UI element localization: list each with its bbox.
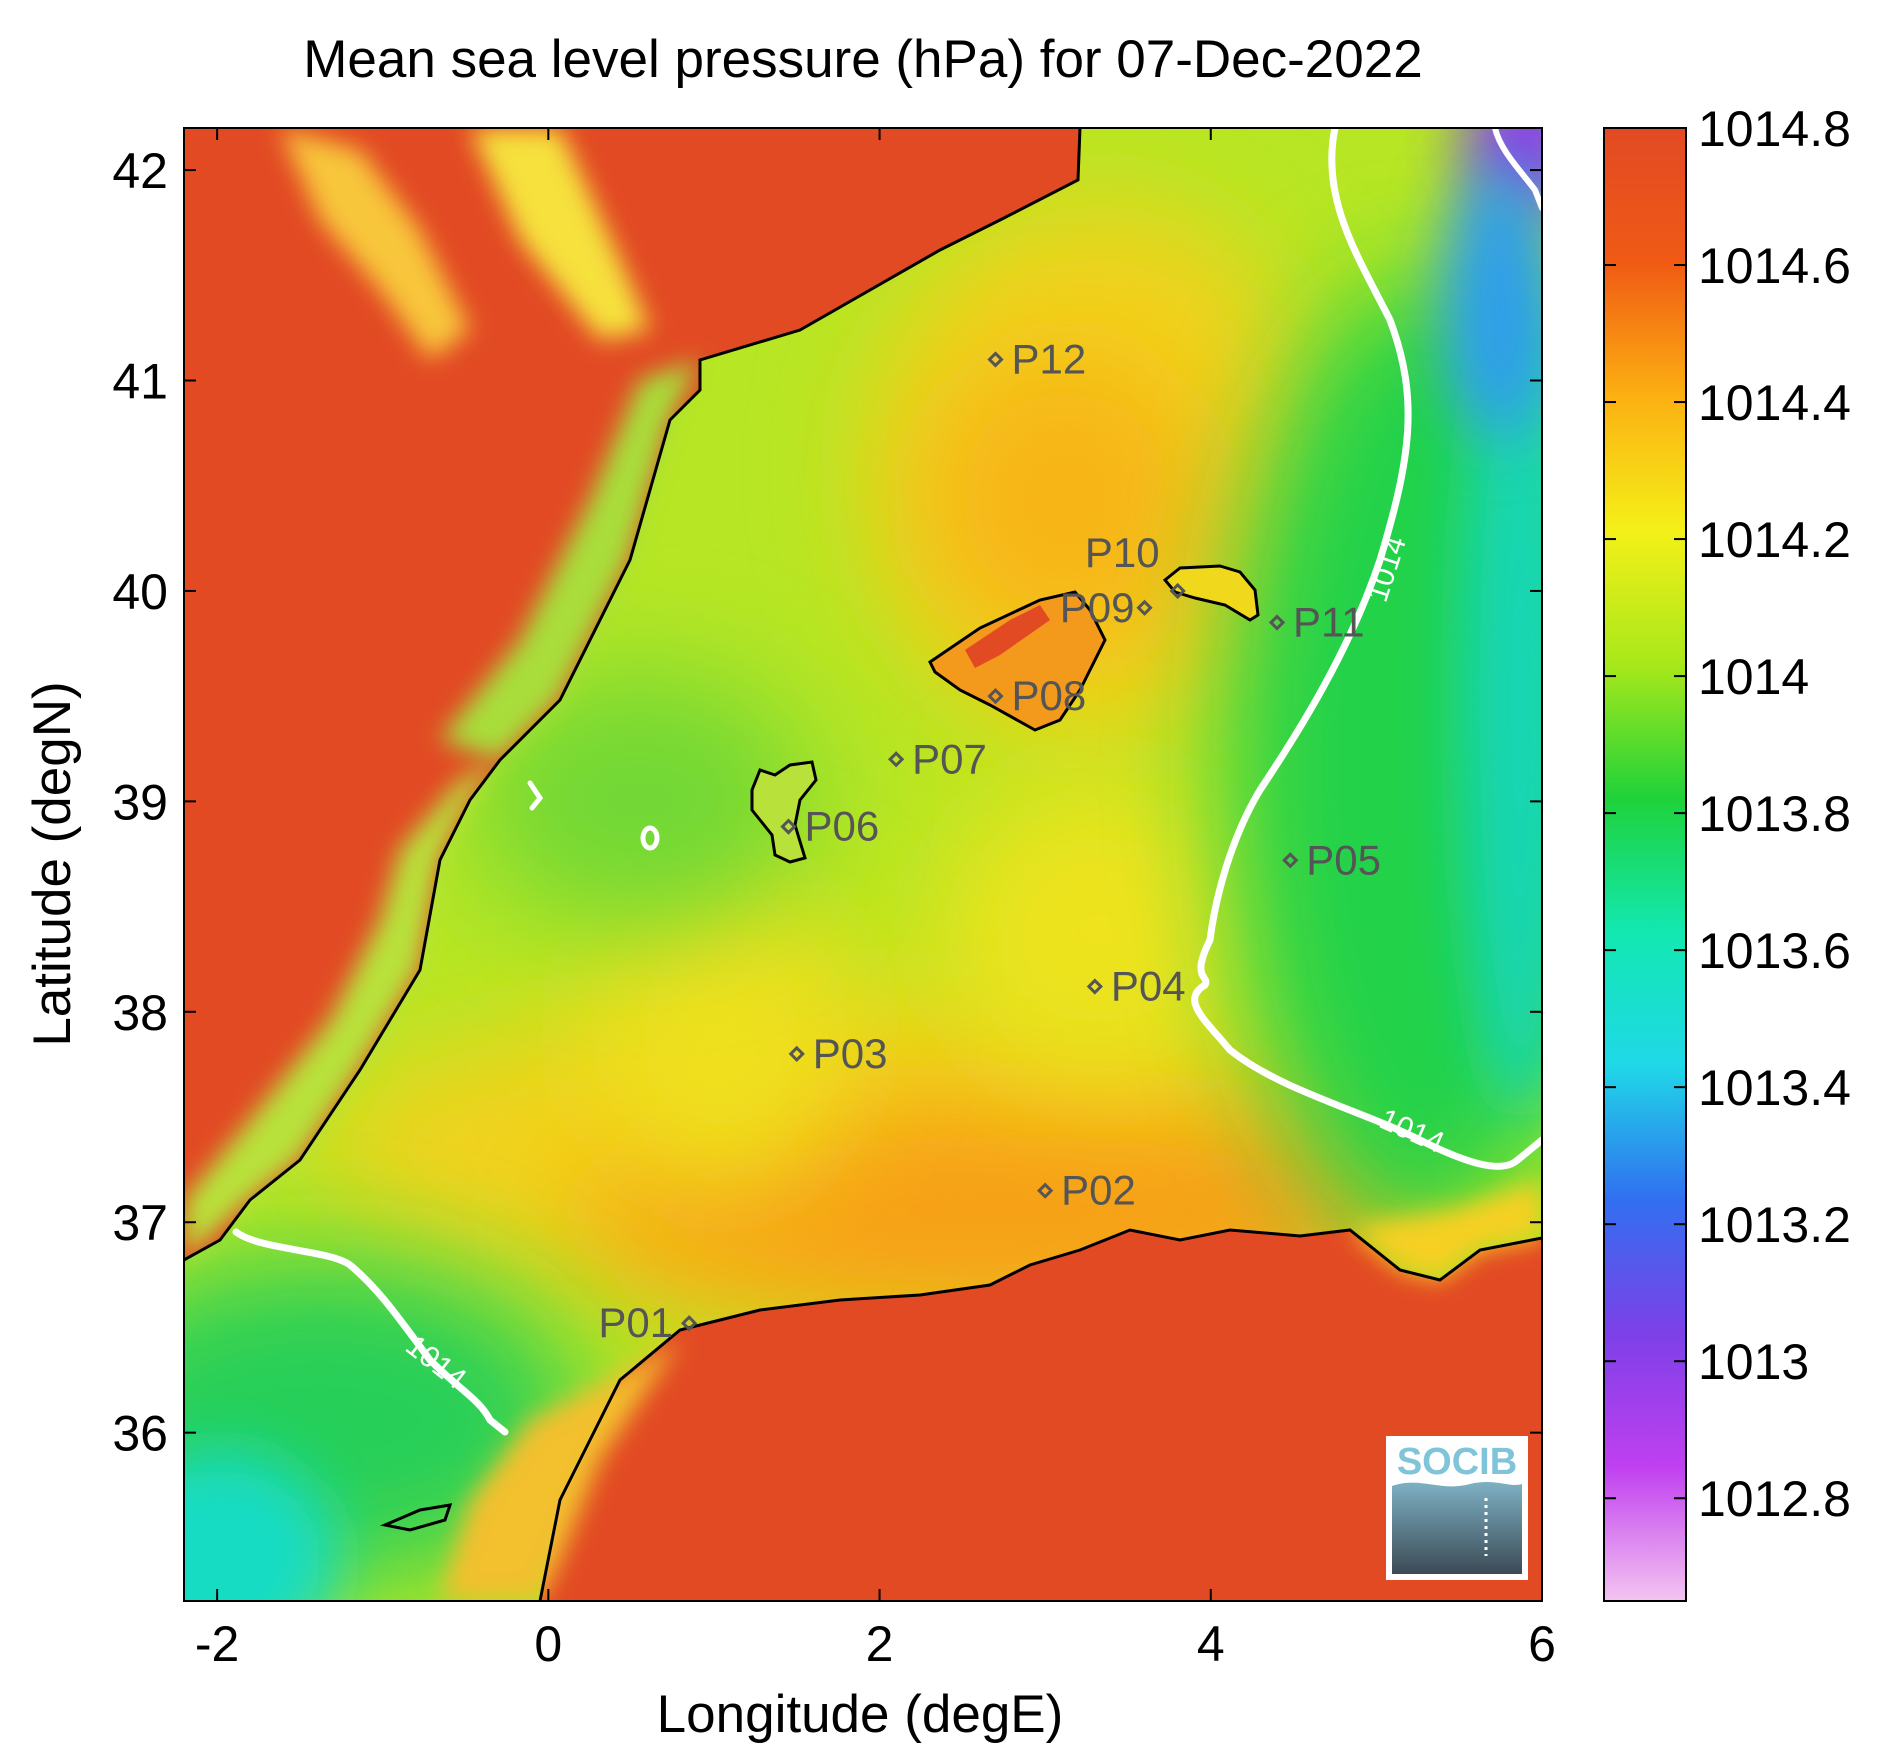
colorbar-tick-label: 1013.8 bbox=[1698, 786, 1851, 842]
x-tick-label: 6 bbox=[1528, 1616, 1556, 1672]
contour-line-east bbox=[1191, 128, 1542, 1170]
colorbar-tick-label: 1014.2 bbox=[1698, 512, 1851, 568]
x-tick-label: 0 bbox=[534, 1616, 562, 1672]
socib-logo-text: SOCIB bbox=[1397, 1441, 1517, 1483]
station-label: P08 bbox=[1011, 672, 1086, 719]
station-marker bbox=[1037, 1182, 1054, 1199]
station-label: P01 bbox=[598, 1299, 673, 1346]
mallorca-island bbox=[928, 590, 1107, 732]
x-tick-label: 2 bbox=[866, 1616, 894, 1672]
colorbar-frame bbox=[1603, 127, 1687, 1602]
station-label: P07 bbox=[912, 735, 987, 782]
x-axis: -2 0 2 4 6 bbox=[195, 128, 1556, 1672]
station-marker bbox=[1136, 599, 1153, 616]
contour-line-southwest bbox=[232, 1228, 509, 1436]
map-frame bbox=[183, 127, 1543, 1602]
contour-1014 bbox=[232, 128, 1542, 1436]
y-tick-label: 41 bbox=[112, 354, 168, 410]
station-label: P05 bbox=[1306, 836, 1381, 883]
x-axis-label: Longitude (degE) bbox=[657, 1685, 1064, 1744]
menorca-island bbox=[1162, 564, 1260, 622]
station-marker bbox=[680, 1315, 698, 1332]
station-marker bbox=[1169, 582, 1186, 600]
stations-layer: P01 P02 P03 P04 P05 P06 P07 P08 P09 P10 P11 P12 bbox=[598, 335, 1381, 1346]
colorbar-tick-label: 1014.6 bbox=[1698, 238, 1851, 294]
ibiza-island bbox=[750, 760, 818, 864]
map-plot-area: 1014 1014 1014 P01P02P03P04P05P06P07P08P… bbox=[184, 128, 1542, 1601]
land-areas bbox=[184, 128, 1542, 1601]
y-tick-label: 36 bbox=[112, 1406, 168, 1462]
x-tick-label: -2 bbox=[195, 1616, 239, 1672]
station-marker bbox=[788, 1045, 805, 1063]
y-tick-label: 38 bbox=[112, 985, 168, 1041]
y-axis: 36 37 38 39 40 41 42 bbox=[112, 143, 1542, 1462]
colorbar-tick-label: 1013.6 bbox=[1698, 923, 1851, 979]
station-label: P02 bbox=[1061, 1167, 1136, 1214]
colorbar-tick-label: 1012.8 bbox=[1698, 1471, 1851, 1527]
colorbar-tick-label: 1013.4 bbox=[1698, 1060, 1851, 1116]
station-marker bbox=[1268, 614, 1286, 631]
station-label: P10 bbox=[1085, 529, 1160, 576]
chart-title: Mean sea level pressure (hPa) for 07-Dec… bbox=[303, 30, 1422, 89]
colorbar-gradient bbox=[1604, 128, 1686, 1601]
africa-land bbox=[540, 1230, 1542, 1601]
balearic-islands bbox=[750, 564, 1260, 864]
station-label: P03 bbox=[813, 1030, 888, 1077]
y-tick-label: 40 bbox=[112, 564, 168, 620]
station-marker bbox=[1086, 978, 1103, 995]
station-label: P12 bbox=[1011, 335, 1086, 382]
station-label: P06 bbox=[804, 803, 879, 850]
colorbar-tick-label: 1013 bbox=[1698, 1334, 1809, 1390]
station-marker bbox=[987, 688, 1004, 705]
colorbar-tick-label: 1014.8 bbox=[1698, 101, 1851, 157]
station-marker bbox=[1282, 852, 1299, 869]
station-label: P11 bbox=[1293, 599, 1365, 646]
colorbar-tick-label: 1013.2 bbox=[1698, 1197, 1851, 1253]
colorbar-ticks: 1012.8 1013 1013.2 1013.4 1013.6 1013.8 1014 10… bbox=[1604, 101, 1851, 1527]
colorbar-tick-label: 1014.4 bbox=[1698, 375, 1851, 431]
colorbar-tick-label: 1014 bbox=[1698, 649, 1809, 705]
x-tick-label: 4 bbox=[1197, 1616, 1225, 1672]
colorbar: 1012.8 1013 1013.2 1013.4 1013.6 1013.8 1014 10… bbox=[1603, 101, 1851, 1602]
station-marker bbox=[888, 751, 905, 768]
y-tick-label: 37 bbox=[112, 1195, 168, 1251]
station-marker bbox=[987, 351, 1004, 368]
station-label: P04 bbox=[1111, 963, 1186, 1010]
station-marker bbox=[780, 818, 797, 835]
y-tick-label: 42 bbox=[112, 143, 168, 199]
station-label: P09 bbox=[1060, 584, 1135, 631]
socib-logo: SOCIB bbox=[1386, 1436, 1528, 1580]
y-axis-label: Latitude (degN) bbox=[23, 681, 82, 1046]
coastlines bbox=[184, 128, 1542, 1601]
y-tick-label: 39 bbox=[112, 774, 168, 830]
